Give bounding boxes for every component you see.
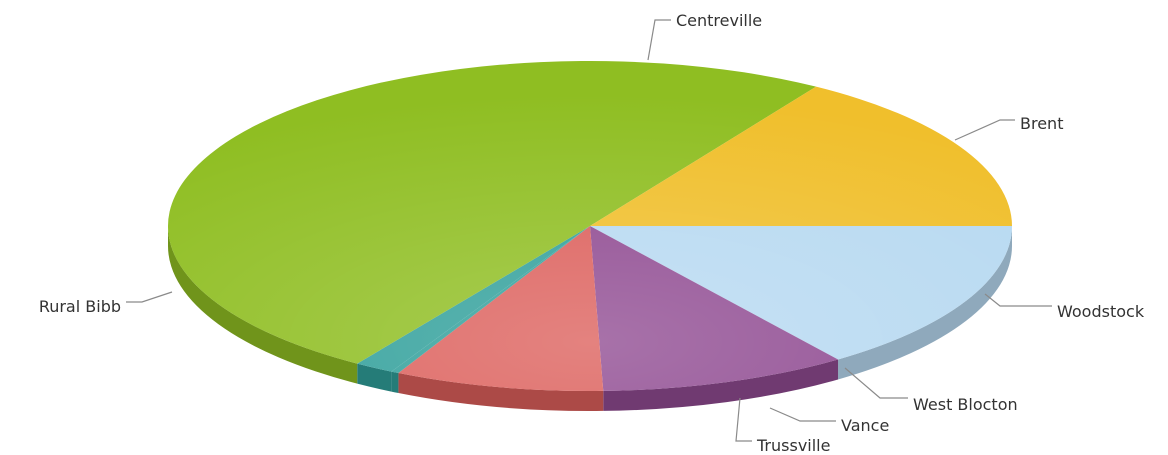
leader-line-rural-bibb	[126, 291, 173, 303]
leader-line-west-blocton	[844, 367, 908, 399]
slice-label-west-blocton: West Blocton	[913, 395, 1018, 414]
pie-side-vance	[391, 371, 399, 394]
pie-top-faces	[167, 60, 1012, 391]
slice-label-brent: Brent	[1020, 114, 1063, 133]
slice-label-woodstock: Woodstock	[1057, 302, 1145, 321]
slice-label-centreville: Centreville	[676, 11, 762, 30]
leader-line-trussville	[735, 397, 752, 442]
slice-label-vance: Vance	[841, 416, 889, 435]
slice-label-trussville: Trussville	[756, 436, 830, 455]
leader-line-centreville	[647, 19, 671, 61]
leader-line-woodstock	[984, 293, 1052, 307]
slice-label-rural-bibb: Rural Bibb	[39, 297, 121, 316]
leader-line-vance	[769, 407, 836, 422]
leader-line-brent	[954, 119, 1015, 141]
pie-labels: Brent Woodstock West Blocton Vance Trussvill…	[39, 11, 1145, 455]
